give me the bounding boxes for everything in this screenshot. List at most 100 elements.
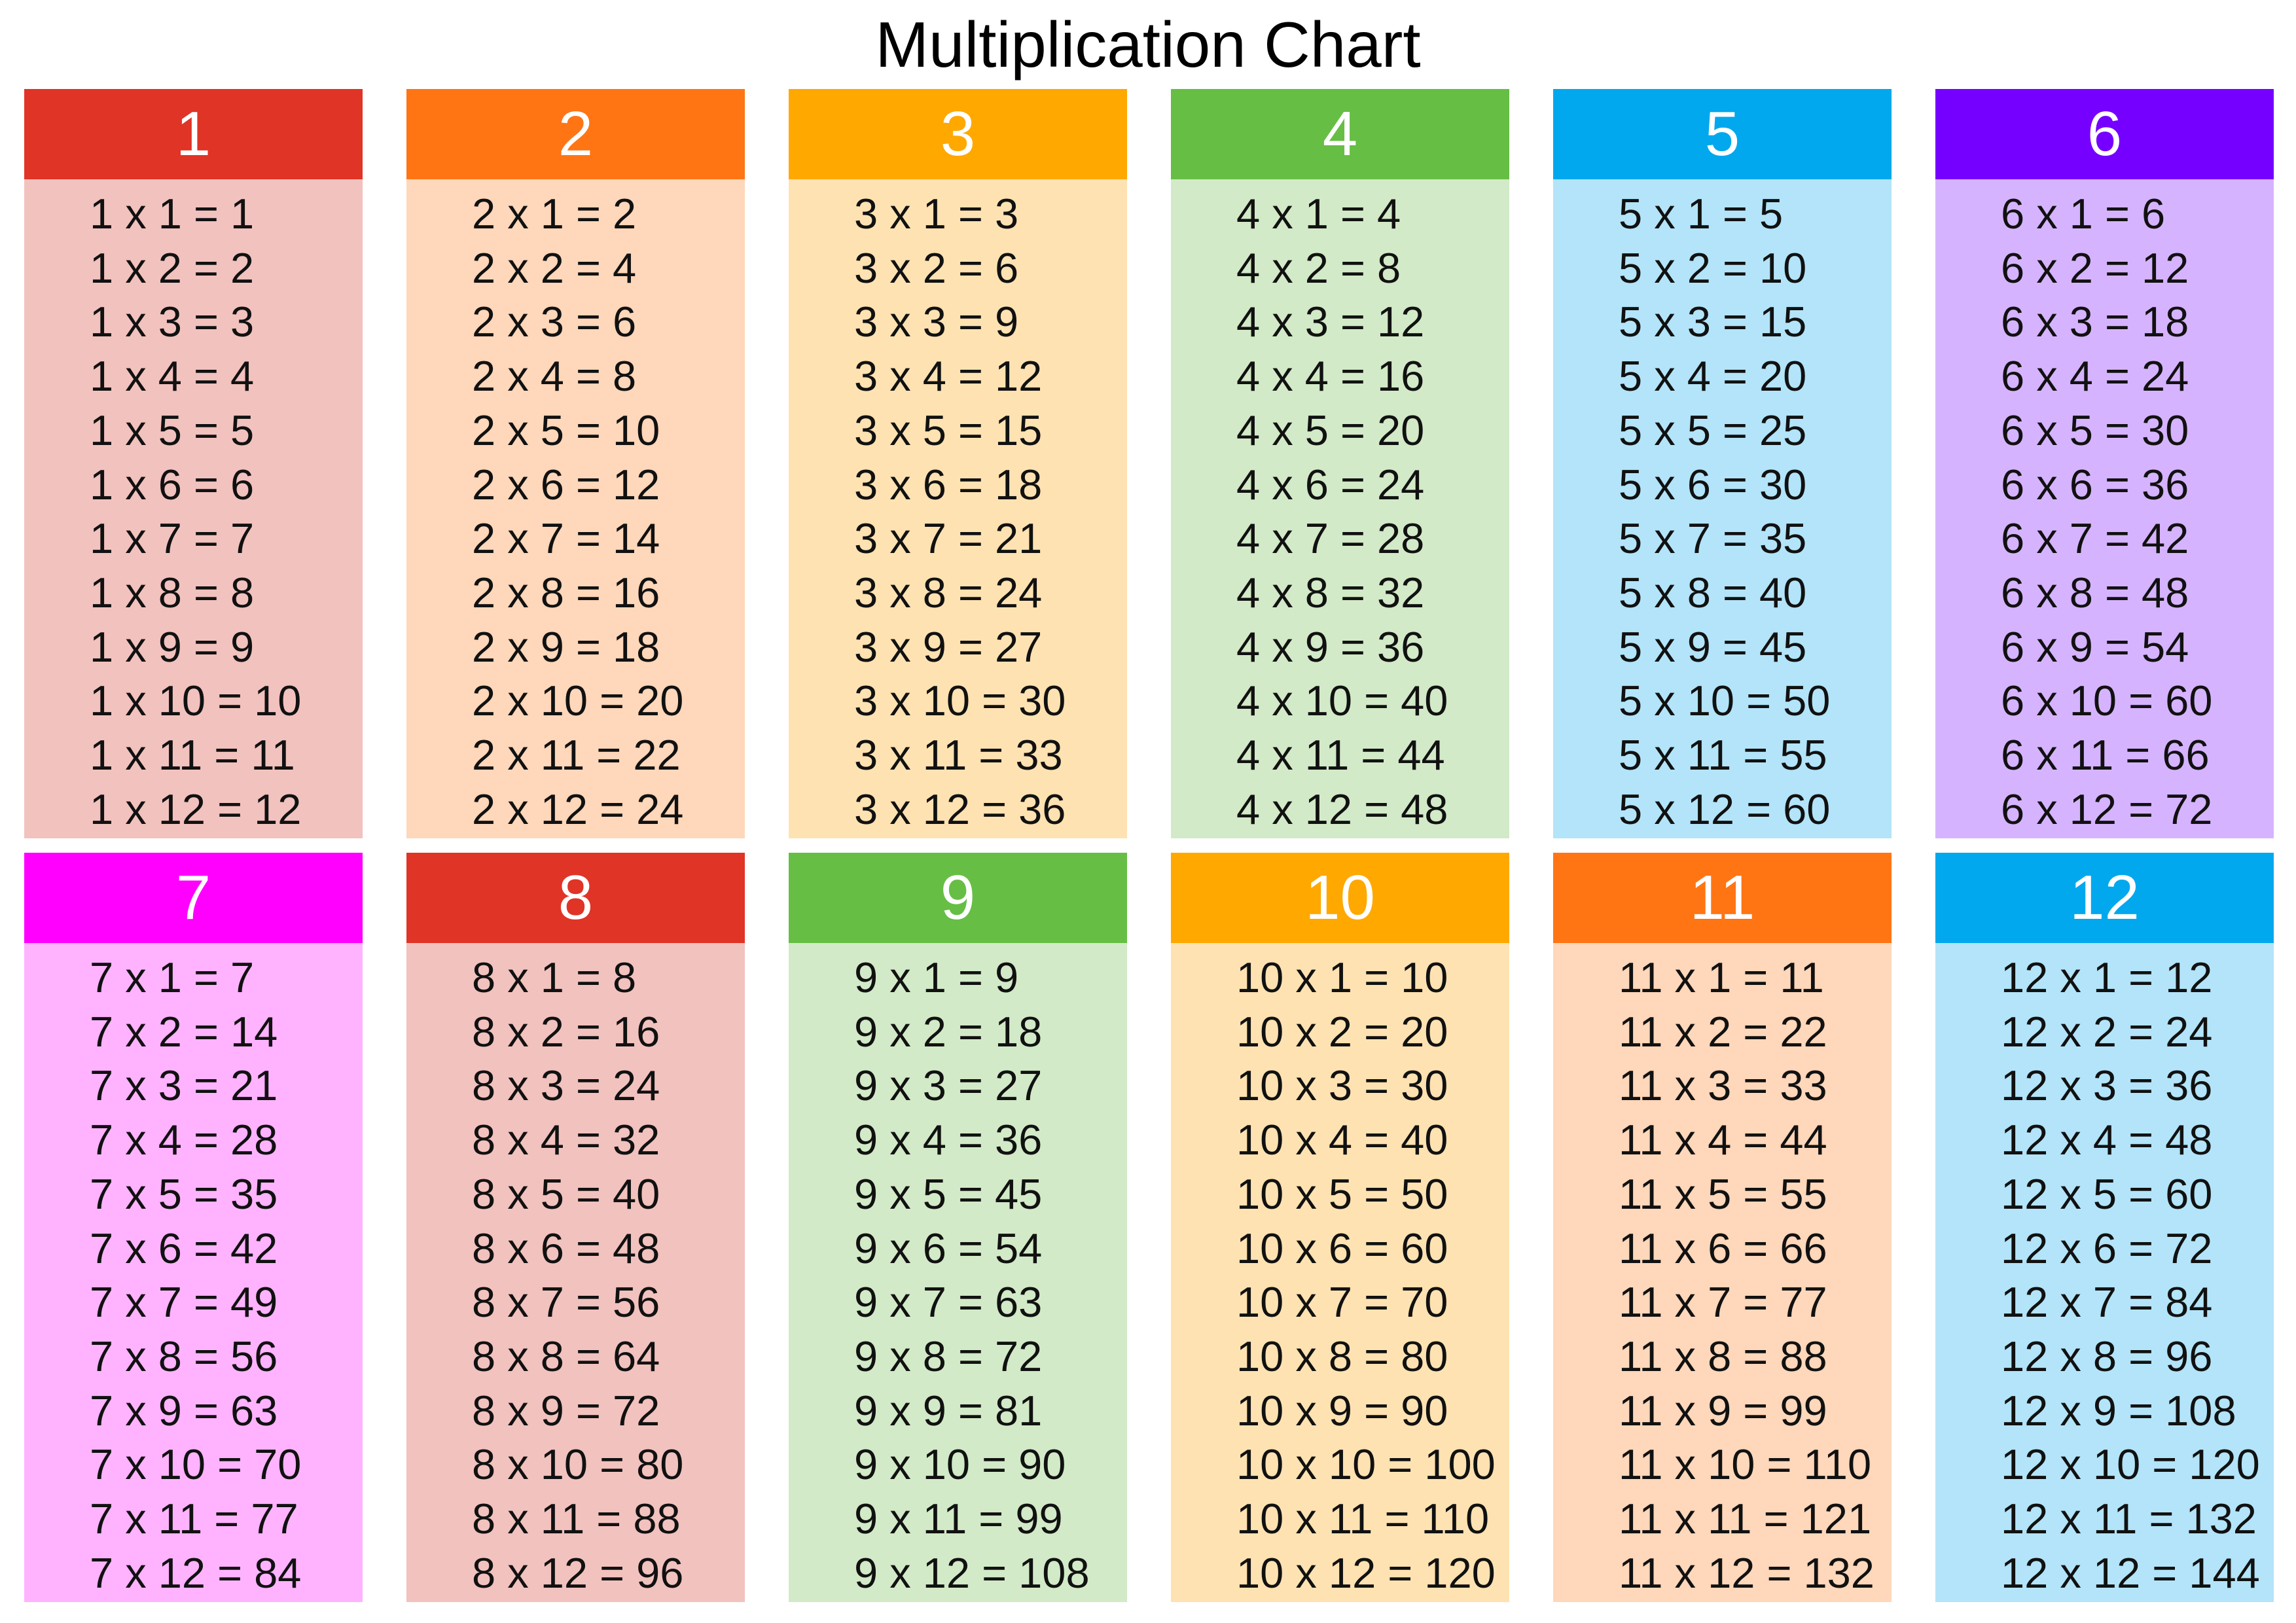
multiplication-fact: 3 x 11 = 33 [854, 731, 1063, 779]
multiplication-fact: 7 x 7 = 49 [90, 1278, 278, 1327]
table-body: 3 x 1 = 3 3 x 2 = 6 3 x 3 = 9 3 x 4 = 12 3 x… [789, 179, 1127, 838]
multiplication-fact: 10 x 3 = 30 [1236, 1061, 1448, 1110]
multiplication-fact: 1 x 12 = 12 [90, 785, 302, 833]
multiplication-fact: 3 x 8 = 24 [854, 568, 1043, 616]
multiplication-fact: 9 x 11 = 99 [854, 1495, 1063, 1543]
multiplication-fact: 10 x 4 = 40 [1236, 1116, 1448, 1164]
multiplication-fact: 8 x 1 = 8 [472, 954, 637, 1001]
multiplication-fact: 12 x 7 = 84 [2001, 1278, 2213, 1327]
multiplication-fact: 7 x 1 = 7 [90, 954, 255, 1001]
table-header: 2 [406, 89, 745, 179]
multiplication-fact: 8 x 9 = 72 [472, 1386, 660, 1435]
table-header: 12 [1935, 853, 2274, 943]
multiplication-fact: 3 x 5 = 15 [854, 406, 1043, 454]
multiplication-fact: 4 x 6 = 24 [1236, 460, 1425, 508]
multiplication-fact: 2 x 9 = 18 [472, 622, 660, 671]
multiplication-fact: 8 x 11 = 88 [472, 1495, 681, 1543]
multiplication-fact: 5 x 11 = 55 [1619, 731, 1827, 779]
multiplication-fact: 4 x 3 = 12 [1236, 298, 1425, 346]
multiplication-fact: 10 x 12 = 120 [1236, 1548, 1496, 1597]
multiplication-fact: 9 x 5 = 45 [854, 1169, 1043, 1218]
multiplication-fact: 7 x 12 = 84 [90, 1548, 302, 1597]
multiplication-fact: 11 x 4 = 44 [1619, 1116, 1827, 1164]
multiplication-fact: 8 x 8 = 64 [472, 1332, 660, 1380]
multiplication-fact: 11 x 5 = 55 [1619, 1169, 1827, 1218]
multiplication-fact: 6 x 9 = 54 [2001, 622, 2189, 671]
multiplication-fact: 9 x 4 = 36 [854, 1116, 1043, 1164]
table-header: 4 [1171, 89, 1509, 179]
table-card-12: 12 12 x 1 = 12 12 x 2 = 24 12 x 3 = 36 12 x … [1935, 853, 2274, 1602]
multiplication-fact: 8 x 5 = 40 [472, 1169, 660, 1218]
table-header: 5 [1553, 89, 1892, 179]
multiplication-fact: 1 x 6 = 6 [90, 460, 255, 508]
multiplication-fact: 12 x 6 = 72 [2001, 1224, 2213, 1272]
multiplication-fact: 2 x 10 = 20 [472, 677, 684, 725]
multiplication-fact: 10 x 8 = 80 [1236, 1332, 1448, 1380]
table-body: 5 x 1 = 5 5 x 2 = 10 5 x 3 = 15 5 x 4 = 20 5… [1553, 179, 1892, 838]
multiplication-fact: 3 x 12 = 36 [854, 785, 1066, 833]
table-body: 4 x 1 = 4 4 x 2 = 8 4 x 3 = 12 4 x 4 = 16 4 … [1171, 179, 1509, 838]
multiplication-fact: 12 x 12 = 144 [2001, 1548, 2260, 1597]
multiplication-fact: 5 x 9 = 45 [1619, 622, 1807, 671]
multiplication-fact: 10 x 9 = 90 [1236, 1386, 1448, 1435]
multiplication-fact: 5 x 6 = 30 [1619, 460, 1807, 508]
multiplication-fact: 6 x 8 = 48 [2001, 568, 2189, 616]
table-body: 1 x 1 = 1 1 x 2 = 2 1 x 3 = 3 1 x 4 = 4 1 x … [24, 179, 363, 838]
multiplication-fact: 4 x 11 = 44 [1236, 731, 1445, 779]
multiplication-fact: 4 x 1 = 4 [1236, 190, 1401, 238]
multiplication-fact: 4 x 12 = 48 [1236, 785, 1448, 833]
multiplication-fact: 6 x 5 = 30 [2001, 406, 2189, 454]
multiplication-fact: 1 x 4 = 4 [90, 352, 255, 401]
multiplication-fact: 12 x 5 = 60 [2001, 1169, 2213, 1218]
multiplication-fact: 4 x 9 = 36 [1236, 622, 1425, 671]
multiplication-fact: 6 x 6 = 36 [2001, 460, 2189, 508]
multiplication-fact: 9 x 3 = 27 [854, 1061, 1043, 1110]
multiplication-fact: 7 x 11 = 77 [90, 1495, 298, 1543]
multiplication-fact: 1 x 8 = 8 [90, 568, 255, 616]
multiplication-fact: 1 x 1 = 1 [90, 190, 255, 238]
table-card-9: 9 9 x 1 = 9 9 x 2 = 18 9 x 3 = 27 9 x 4 = 36… [789, 853, 1127, 1602]
multiplication-fact: 8 x 10 = 80 [472, 1440, 684, 1489]
multiplication-fact: 6 x 4 = 24 [2001, 352, 2189, 401]
multiplication-fact: 12 x 8 = 96 [2001, 1332, 2213, 1380]
table-card-11: 11 11 x 1 = 11 11 x 2 = 22 11 x 3 = 33 11 x … [1553, 853, 1892, 1602]
multiplication-fact: 1 x 11 = 11 [90, 731, 295, 779]
multiplication-fact: 11 x 7 = 77 [1619, 1278, 1827, 1327]
multiplication-fact: 8 x 6 = 48 [472, 1224, 660, 1272]
multiplication-fact: 9 x 2 = 18 [854, 1007, 1043, 1056]
multiplication-fact: 11 x 11 = 121 [1619, 1495, 1872, 1543]
table-header: 11 [1553, 853, 1892, 943]
multiplication-fact: 10 x 6 = 60 [1236, 1224, 1448, 1272]
multiplication-fact: 4 x 10 = 40 [1236, 677, 1448, 725]
multiplication-fact: 7 x 2 = 14 [90, 1007, 278, 1056]
multiplication-fact: 7 x 9 = 63 [90, 1386, 278, 1435]
multiplication-fact: 2 x 7 = 14 [472, 514, 660, 563]
multiplication-fact: 4 x 7 = 28 [1236, 514, 1425, 563]
table-card-10: 10 10 x 1 = 10 10 x 2 = 20 10 x 3 = 30 10 x … [1171, 853, 1509, 1602]
table-body: 2 x 1 = 2 2 x 2 = 4 2 x 3 = 6 2 x 4 = 8 2 x … [406, 179, 745, 838]
table-body: 7 x 1 = 7 7 x 2 = 14 7 x 3 = 21 7 x 4 = 28 7… [24, 943, 363, 1602]
multiplication-fact: 4 x 8 = 32 [1236, 568, 1425, 616]
multiplication-fact: 11 x 1 = 11 [1619, 954, 1824, 1001]
multiplication-fact: 7 x 5 = 35 [90, 1169, 278, 1218]
multiplication-fact: 6 x 1 = 6 [2001, 190, 2166, 238]
multiplication-fact: 10 x 11 = 110 [1236, 1495, 1490, 1543]
multiplication-fact: 6 x 11 = 66 [2001, 731, 2210, 779]
multiplication-fact: 9 x 7 = 63 [854, 1278, 1043, 1327]
multiplication-fact: 12 x 9 = 108 [2001, 1386, 2236, 1435]
multiplication-fact: 1 x 10 = 10 [90, 677, 302, 725]
page-title: Multiplication Chart [875, 9, 1421, 80]
multiplication-fact: 5 x 12 = 60 [1619, 785, 1831, 833]
multiplication-fact: 12 x 1 = 12 [2001, 954, 2213, 1001]
multiplication-fact: 9 x 12 = 108 [854, 1548, 1090, 1597]
multiplication-fact: 9 x 1 = 9 [854, 954, 1019, 1001]
multiplication-fact: 10 x 7 = 70 [1236, 1278, 1448, 1327]
multiplication-fact: 7 x 10 = 70 [90, 1440, 302, 1489]
multiplication-fact: 10 x 2 = 20 [1236, 1007, 1448, 1056]
multiplication-fact: 3 x 4 = 12 [854, 352, 1043, 401]
multiplication-fact: 2 x 6 = 12 [472, 460, 660, 508]
multiplication-fact: 2 x 8 = 16 [472, 568, 660, 616]
multiplication-fact: 3 x 9 = 27 [854, 622, 1043, 671]
